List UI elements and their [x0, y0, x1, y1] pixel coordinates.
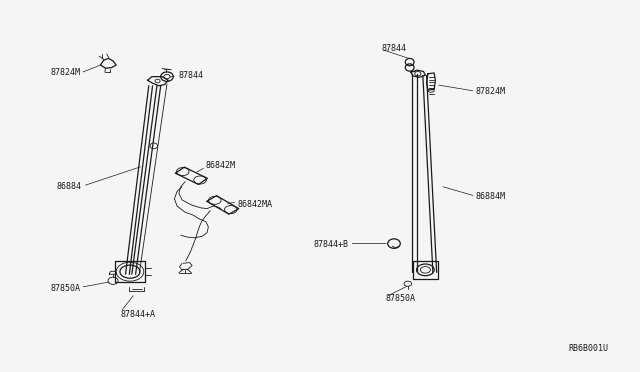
Text: 87844: 87844: [179, 71, 204, 80]
Text: 87844: 87844: [381, 44, 406, 53]
Text: 87850A: 87850A: [386, 294, 416, 303]
Text: 87844+A: 87844+A: [120, 310, 156, 319]
Text: 87850A: 87850A: [51, 284, 81, 293]
Text: 87824M: 87824M: [51, 68, 81, 77]
Text: 86884M: 86884M: [476, 192, 506, 201]
Text: 87824M: 87824M: [476, 87, 506, 96]
Text: 87844+B: 87844+B: [313, 240, 348, 249]
Text: 86842MA: 86842MA: [237, 200, 272, 209]
Text: 86842M: 86842M: [206, 161, 236, 170]
Text: RB6B001U: RB6B001U: [568, 344, 609, 353]
Text: 86884: 86884: [57, 182, 82, 190]
